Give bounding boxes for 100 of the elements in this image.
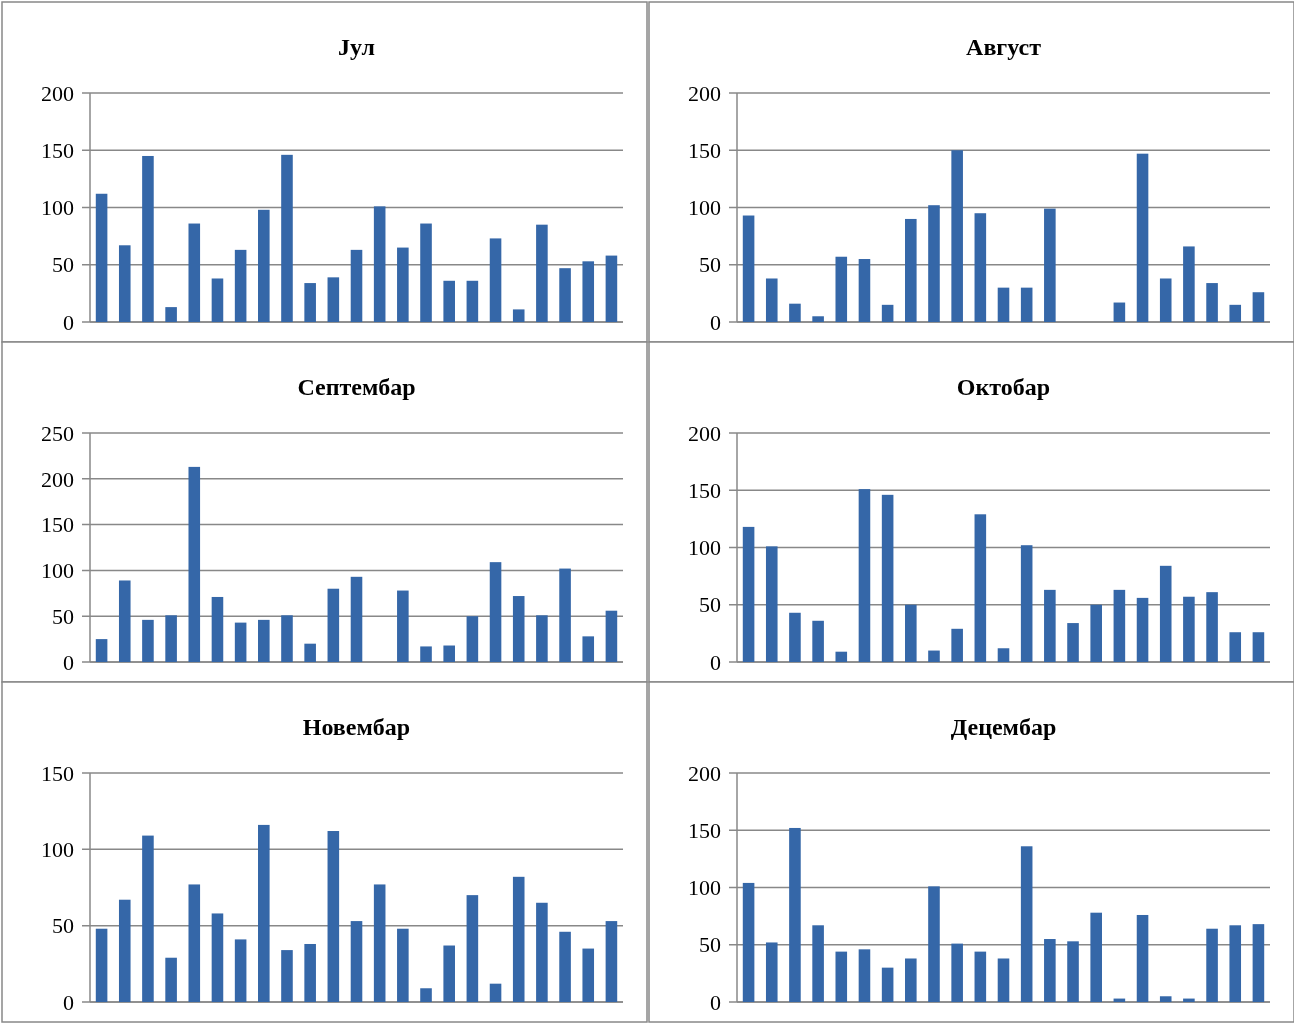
bar <box>1136 914 1149 1002</box>
bar <box>350 576 363 662</box>
bar <box>536 902 548 1002</box>
bar <box>466 895 479 1002</box>
bar <box>1159 278 1172 322</box>
bar <box>812 316 824 322</box>
bar <box>997 958 1010 1002</box>
bar <box>974 514 987 662</box>
y-tick-label: 50 <box>52 252 74 278</box>
bar <box>373 884 386 1002</box>
bar <box>835 951 848 1002</box>
bar <box>304 943 316 1002</box>
y-tick-label: 50 <box>52 913 74 939</box>
y-tick-label: 50 <box>699 592 721 618</box>
y-tick-label: 200 <box>41 80 74 106</box>
bar <box>397 928 409 1002</box>
bar <box>1067 941 1079 1002</box>
y-tick-label: 200 <box>41 466 74 492</box>
bar <box>789 827 801 1002</box>
bar <box>1183 246 1195 322</box>
bar <box>142 619 154 662</box>
bar <box>1183 998 1195 1002</box>
bar <box>188 223 201 322</box>
bar <box>789 612 801 662</box>
bar <box>1252 924 1265 1002</box>
bar <box>211 278 224 322</box>
bar <box>974 213 987 322</box>
y-tick-label: 150 <box>41 760 74 786</box>
bar <box>327 277 340 322</box>
bar <box>605 610 618 662</box>
bar <box>489 238 502 322</box>
bar <box>765 278 778 322</box>
bar <box>835 256 848 322</box>
bar <box>742 882 755 1002</box>
bar <box>281 950 293 1002</box>
bar <box>742 215 755 322</box>
chart-title: Септембар <box>297 374 416 400</box>
bar <box>951 943 963 1002</box>
bar <box>1206 592 1218 662</box>
bar <box>165 307 177 322</box>
bar <box>211 596 224 662</box>
y-tick-label: 100 <box>41 195 74 221</box>
y-tick-label: 0 <box>710 989 721 1015</box>
bar <box>142 155 154 322</box>
bar <box>258 619 270 662</box>
bar <box>905 958 917 1002</box>
bar <box>1252 292 1265 322</box>
y-tick-label: 200 <box>688 420 721 446</box>
bar <box>1113 589 1126 662</box>
bar <box>536 615 548 662</box>
bar <box>512 596 525 662</box>
bar <box>350 249 363 322</box>
bar <box>420 646 432 662</box>
bar <box>1159 565 1172 662</box>
bar <box>142 835 154 1002</box>
bar <box>165 957 177 1002</box>
bar <box>234 939 247 1002</box>
bar <box>881 967 894 1002</box>
bar <box>1206 928 1218 1002</box>
bar <box>1136 153 1149 322</box>
bar <box>1252 632 1265 662</box>
bar <box>605 255 618 322</box>
y-tick-label: 0 <box>63 649 74 675</box>
y-tick-label: 100 <box>41 558 74 584</box>
bar <box>1159 996 1172 1002</box>
chart-title: Децембар <box>950 714 1057 740</box>
bar <box>443 645 455 662</box>
bar <box>951 150 963 322</box>
y-tick-label: 50 <box>699 932 721 958</box>
bar <box>281 615 293 662</box>
bar <box>928 205 940 322</box>
bar <box>443 945 455 1002</box>
chart-title: Јул <box>338 34 375 60</box>
bar <box>420 988 432 1002</box>
y-tick-label: 0 <box>63 989 74 1015</box>
y-tick-label: 250 <box>41 420 74 446</box>
bar <box>1067 623 1079 662</box>
y-tick-label: 100 <box>688 195 721 221</box>
bar <box>466 280 479 322</box>
bar <box>1229 304 1242 322</box>
chart-title: Новембар <box>302 714 411 740</box>
bar <box>165 615 177 662</box>
bar <box>997 648 1010 662</box>
bar <box>188 884 201 1002</box>
bar <box>234 622 247 662</box>
bar <box>559 268 571 322</box>
bar <box>1020 846 1033 1002</box>
bar <box>258 209 270 322</box>
bar <box>304 643 316 662</box>
bar <box>1090 912 1102 1002</box>
bar <box>858 259 871 322</box>
bar <box>304 283 316 322</box>
bar <box>951 628 963 662</box>
bar <box>905 604 917 662</box>
bar <box>858 489 871 662</box>
y-tick-label: 150 <box>688 817 721 843</box>
bar <box>789 303 801 322</box>
bar <box>765 546 778 662</box>
y-tick-label: 150 <box>688 137 721 163</box>
bar <box>559 931 571 1002</box>
